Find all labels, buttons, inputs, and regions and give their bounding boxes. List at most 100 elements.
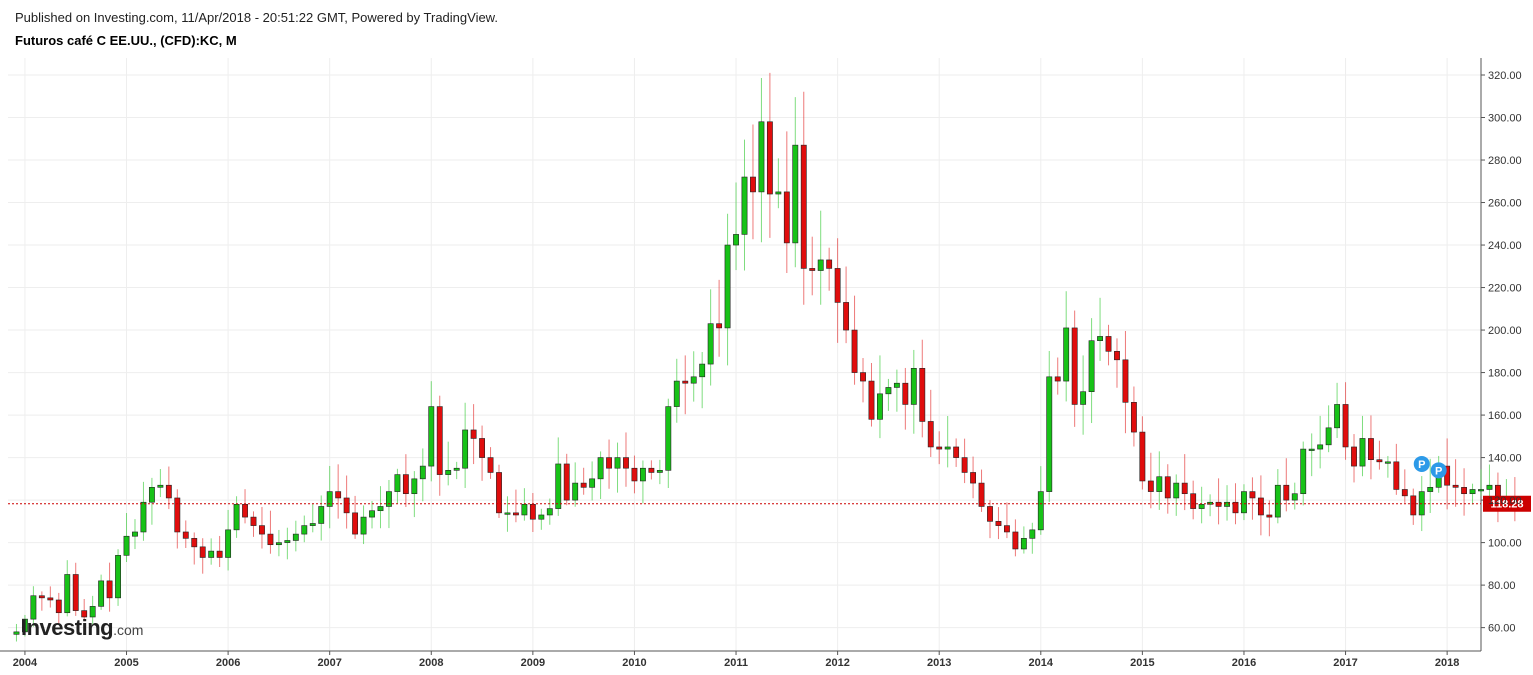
candle-down[interactable] bbox=[834, 268, 841, 303]
candle-down[interactable] bbox=[1147, 480, 1154, 492]
candle-down[interactable] bbox=[1283, 484, 1290, 501]
candle-up[interactable] bbox=[419, 465, 426, 480]
candle-down[interactable] bbox=[47, 597, 54, 601]
candle-up[interactable] bbox=[1241, 491, 1247, 514]
candle-down[interactable] bbox=[1012, 531, 1019, 550]
candle-up[interactable] bbox=[1029, 529, 1036, 539]
candle-up[interactable] bbox=[318, 506, 325, 524]
candle-down[interactable] bbox=[1342, 404, 1349, 448]
candle-up[interactable] bbox=[157, 484, 164, 488]
candle-down[interactable] bbox=[199, 546, 206, 558]
candle-up[interactable] bbox=[1046, 376, 1053, 492]
candle-down[interactable] bbox=[250, 516, 257, 526]
candle-down[interactable] bbox=[191, 538, 198, 548]
candle-down[interactable] bbox=[961, 457, 968, 473]
candle-down[interactable] bbox=[902, 382, 909, 405]
candle-up[interactable] bbox=[411, 478, 418, 495]
candle-down[interactable] bbox=[843, 302, 850, 331]
candle-down[interactable] bbox=[563, 463, 570, 501]
candle-up[interactable] bbox=[1080, 391, 1087, 405]
candle-down[interactable] bbox=[800, 144, 807, 269]
candle-down[interactable] bbox=[919, 368, 926, 422]
candle-up[interactable] bbox=[1427, 487, 1434, 492]
candle-up[interactable] bbox=[30, 595, 37, 620]
candle-up[interactable] bbox=[521, 504, 528, 516]
candle-up[interactable] bbox=[140, 501, 147, 533]
candle-down[interactable] bbox=[1376, 459, 1383, 463]
candle-down[interactable] bbox=[580, 482, 587, 488]
candle-up[interactable] bbox=[1020, 538, 1027, 550]
candle-up[interactable] bbox=[233, 504, 240, 531]
candle-up[interactable] bbox=[741, 176, 748, 235]
event-marker[interactable] bbox=[1430, 462, 1447, 479]
candle-up[interactable] bbox=[1359, 438, 1366, 467]
candle-up[interactable] bbox=[597, 457, 604, 480]
candle-up[interactable] bbox=[1325, 427, 1332, 446]
candle-up[interactable] bbox=[707, 323, 714, 365]
candle-up[interactable] bbox=[1198, 504, 1205, 509]
candle-down[interactable] bbox=[995, 521, 1002, 526]
candle-up[interactable] bbox=[792, 144, 799, 244]
candle-up[interactable] bbox=[673, 380, 680, 407]
candle-down[interactable] bbox=[335, 491, 342, 499]
candle-down[interactable] bbox=[470, 429, 477, 439]
candle-up[interactable] bbox=[386, 491, 392, 507]
candle-down[interactable] bbox=[1164, 476, 1171, 499]
candle-down[interactable] bbox=[242, 504, 248, 518]
candle-down[interactable] bbox=[1054, 376, 1061, 382]
candle-down[interactable] bbox=[978, 482, 985, 507]
candle-down[interactable] bbox=[868, 380, 875, 420]
candle-up[interactable] bbox=[1384, 461, 1391, 464]
candle-down[interactable] bbox=[1368, 438, 1374, 461]
candle-up[interactable] bbox=[225, 529, 232, 558]
candle-down[interactable] bbox=[402, 474, 409, 495]
candle-down[interactable] bbox=[513, 512, 519, 516]
candle-up[interactable] bbox=[445, 470, 452, 475]
candle-down[interactable] bbox=[716, 323, 723, 329]
candle-down[interactable] bbox=[352, 512, 359, 535]
candle-up[interactable] bbox=[132, 531, 138, 537]
candle-up[interactable] bbox=[22, 618, 28, 633]
candle-down[interactable] bbox=[826, 259, 833, 269]
candle-up[interactable] bbox=[301, 525, 308, 535]
candle-up[interactable] bbox=[1308, 448, 1315, 451]
candle-down[interactable] bbox=[1257, 497, 1264, 516]
candle-down[interactable] bbox=[631, 467, 638, 482]
candle-down[interactable] bbox=[606, 457, 612, 469]
candle-down[interactable] bbox=[479, 438, 485, 458]
candle-up[interactable] bbox=[699, 363, 706, 378]
candle-down[interactable] bbox=[1461, 487, 1467, 495]
candle-down[interactable] bbox=[182, 531, 189, 539]
candle-down[interactable] bbox=[1393, 461, 1400, 490]
candle-down[interactable] bbox=[809, 268, 816, 271]
candle-down[interactable] bbox=[1071, 327, 1078, 405]
candle-up[interactable] bbox=[1334, 404, 1341, 429]
candle-up[interactable] bbox=[360, 516, 367, 535]
candle-down[interactable] bbox=[216, 550, 223, 558]
candle-down[interactable] bbox=[1351, 446, 1357, 467]
candle-up[interactable] bbox=[1469, 489, 1476, 495]
candle-up[interactable] bbox=[546, 508, 553, 516]
candle-up[interactable] bbox=[877, 393, 883, 420]
candle-down[interactable] bbox=[487, 457, 494, 473]
candle-up[interactable] bbox=[369, 510, 375, 518]
candle-up[interactable] bbox=[428, 406, 435, 467]
candle-down[interactable] bbox=[1181, 482, 1188, 495]
candle-down[interactable] bbox=[165, 484, 172, 499]
candle-down[interactable] bbox=[81, 610, 88, 618]
candle-down[interactable] bbox=[1232, 501, 1239, 514]
candle-down[interactable] bbox=[259, 525, 265, 535]
candle-down[interactable] bbox=[343, 497, 350, 514]
candle-down[interactable] bbox=[987, 506, 993, 522]
candle-down[interactable] bbox=[1139, 431, 1146, 482]
candle-up[interactable] bbox=[148, 487, 155, 503]
candle-down[interactable] bbox=[436, 406, 443, 475]
candle-up[interactable] bbox=[1274, 484, 1281, 518]
candle-up[interactable] bbox=[1063, 327, 1070, 382]
candle-up[interactable] bbox=[453, 467, 460, 471]
candle-down[interactable] bbox=[1114, 351, 1120, 361]
candle-up[interactable] bbox=[98, 580, 105, 607]
candle-up[interactable] bbox=[724, 244, 731, 329]
candle-up[interactable] bbox=[885, 387, 892, 395]
